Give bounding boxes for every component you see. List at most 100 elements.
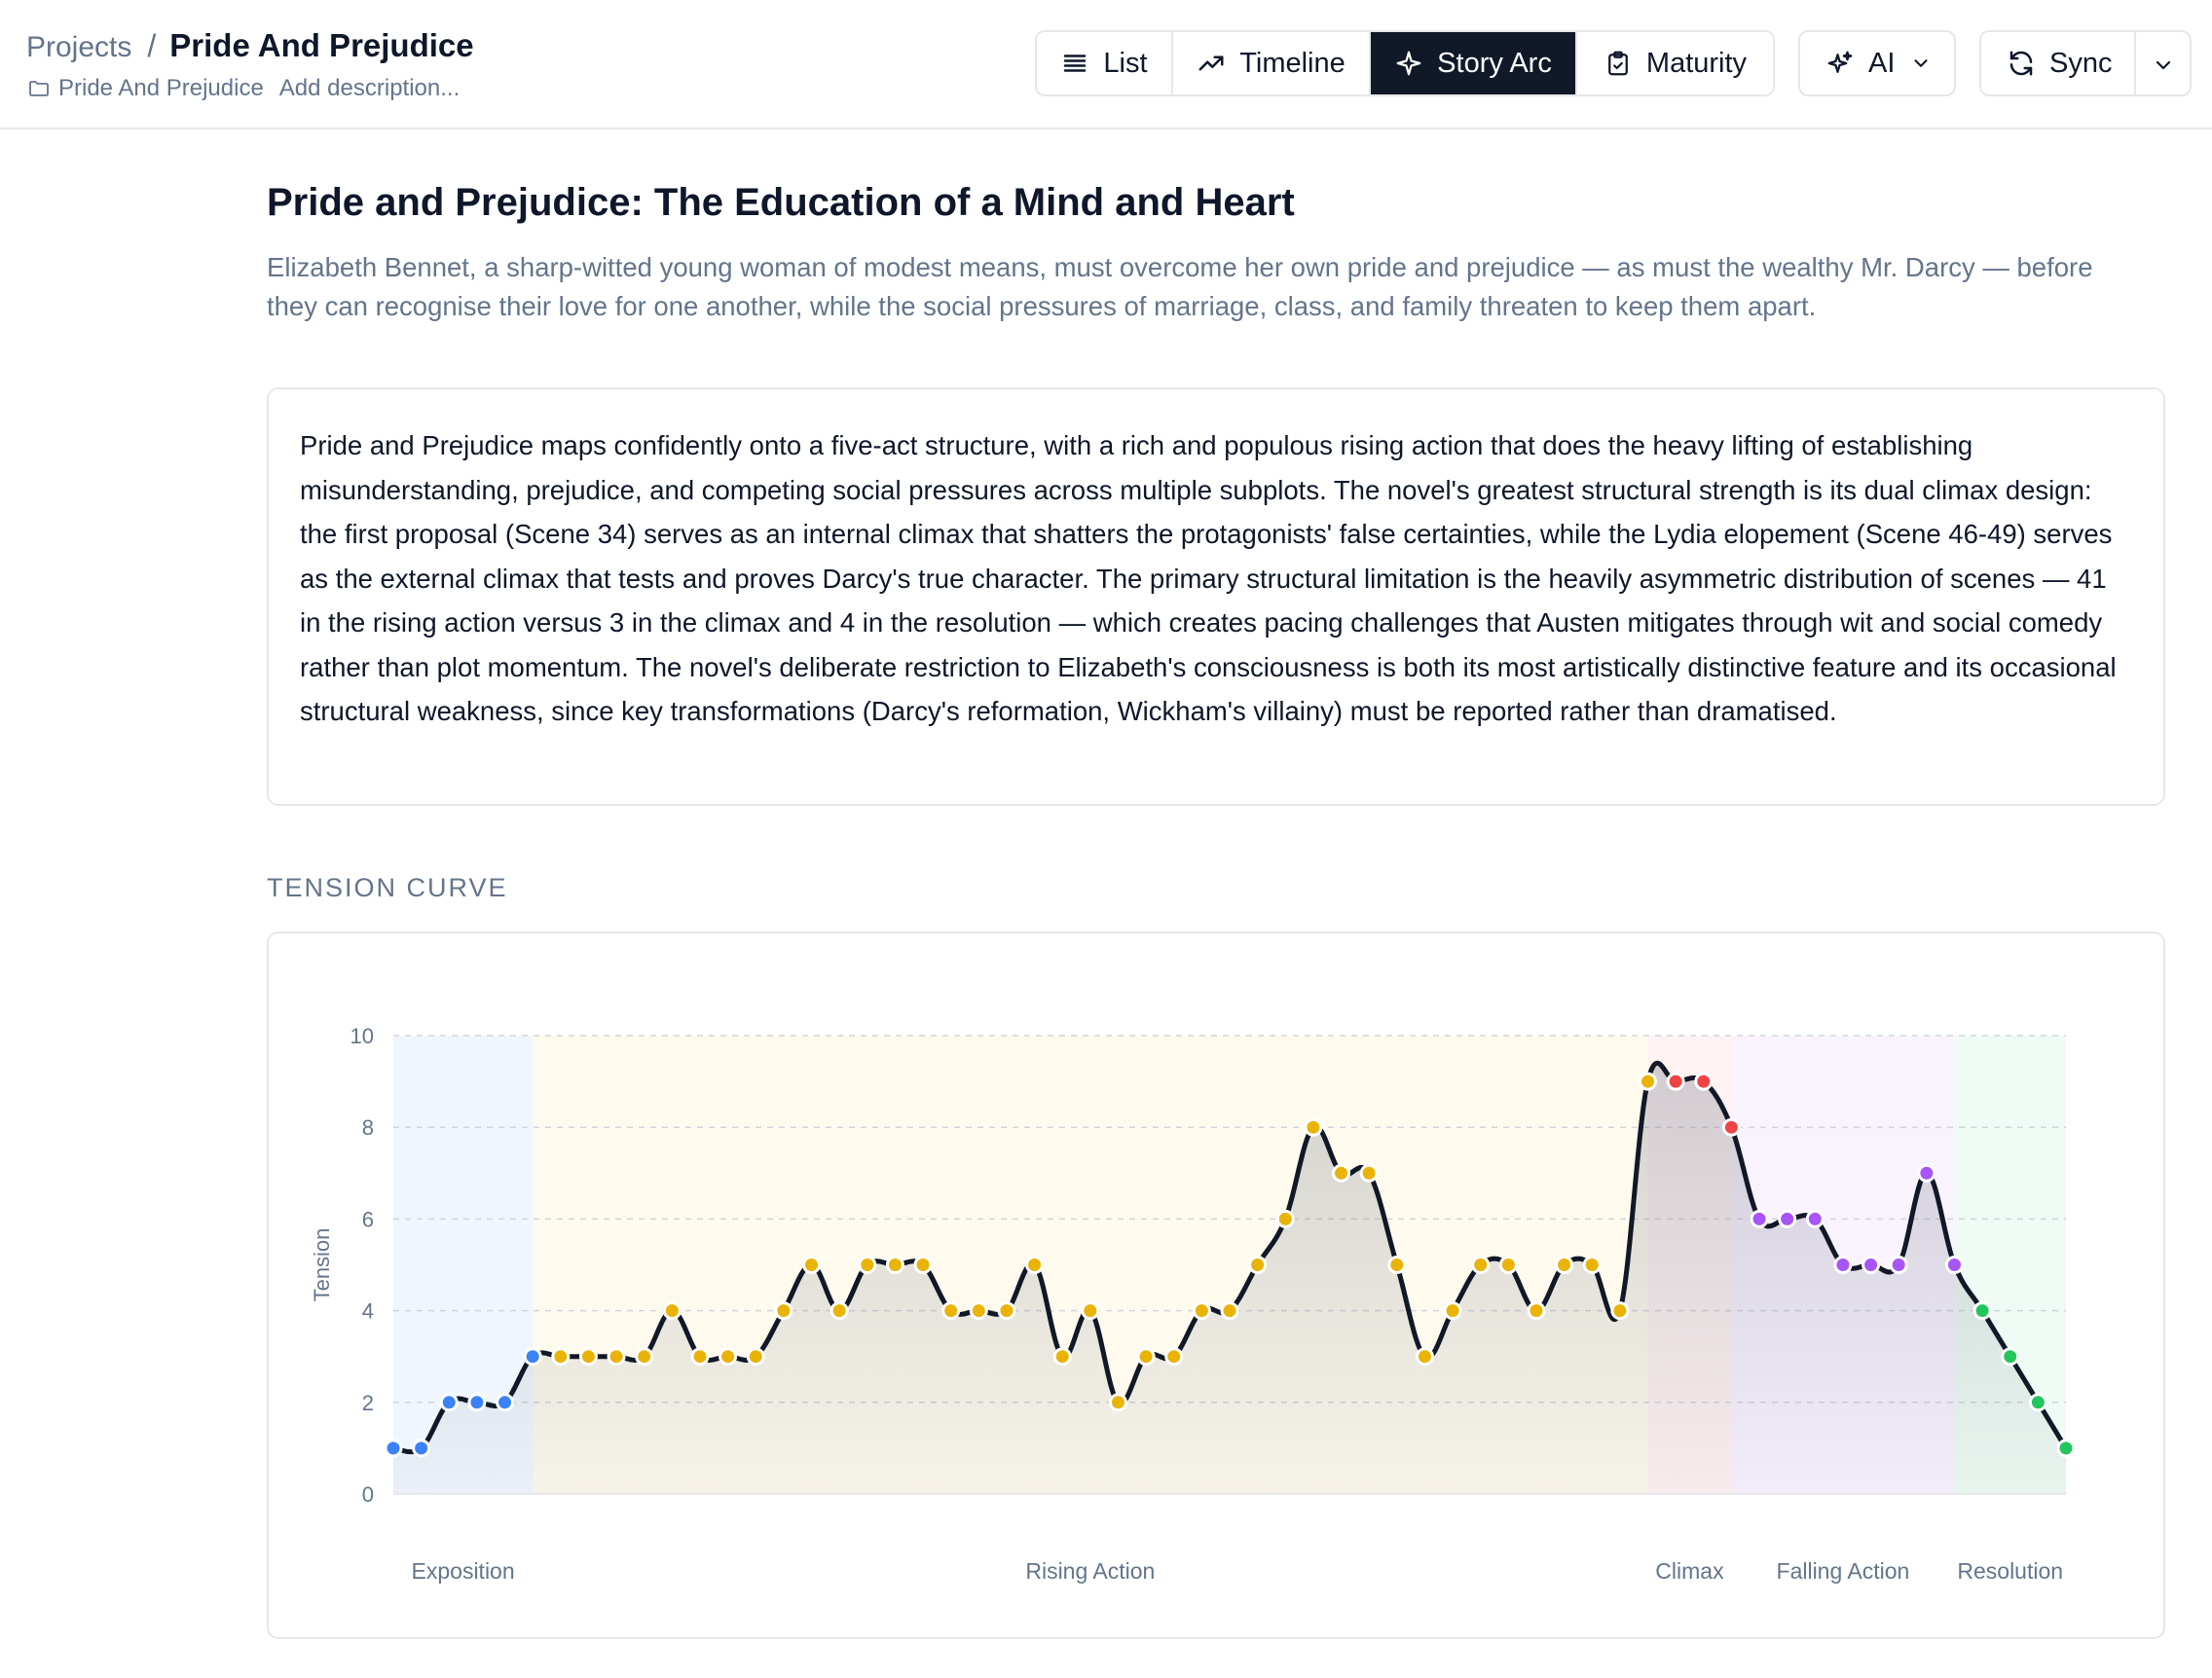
y-tick-label: 6 xyxy=(362,1207,374,1231)
tension-area xyxy=(393,1063,2066,1494)
tab-timeline[interactable]: Timeline xyxy=(1173,32,1371,94)
tension-curve-chart: Exposition Rising Action Climax Falling Act… xyxy=(310,1024,2076,1584)
y-tick-label: 4 xyxy=(362,1299,374,1324)
scene-point xyxy=(607,1347,626,1367)
phase-label: Exposition xyxy=(412,1558,515,1584)
scene-point xyxy=(1555,1256,1574,1274)
ai-menu-button[interactable]: AI xyxy=(1798,30,1956,96)
tab-maturity-label: Maturity xyxy=(1645,47,1748,79)
scene-point xyxy=(1721,1117,1741,1137)
project-title: Pride And Prejudice xyxy=(169,27,474,63)
scene-point xyxy=(1833,1256,1853,1274)
scene-point xyxy=(2056,1439,2076,1458)
scene-point xyxy=(1805,1209,1825,1228)
tension-curve-card: Exposition Rising Action Climax Falling Act… xyxy=(267,931,2165,1639)
scene-point xyxy=(746,1347,765,1367)
y-tick-label: 0 xyxy=(362,1482,374,1507)
scene-point xyxy=(1498,1256,1518,1274)
folder-label[interactable]: Pride And Prejudice xyxy=(58,75,264,101)
tab-story-arc-label: Story Arc xyxy=(1437,47,1552,79)
phase-label: Rising Action xyxy=(1025,1558,1155,1584)
breadcrumb-projects-link[interactable]: Projects xyxy=(26,31,132,63)
tab-list[interactable]: List xyxy=(1037,32,1173,94)
scene-point xyxy=(1527,1301,1546,1321)
clipboard-check-icon xyxy=(1608,51,1628,76)
refresh-icon xyxy=(2009,51,2033,76)
scene-point xyxy=(941,1301,961,1321)
scene-point xyxy=(412,1439,431,1458)
y-axis-title: Tension xyxy=(310,1228,334,1302)
scene-point xyxy=(1220,1301,1239,1321)
scene-point xyxy=(885,1256,904,1274)
scene-point xyxy=(830,1301,849,1321)
phase-label: Resolution xyxy=(1957,1558,2063,1584)
scene-point xyxy=(662,1301,682,1321)
y-tick-label: 2 xyxy=(362,1391,374,1415)
structure-summary-card: Pride and Prejudice maps confidently ont… xyxy=(267,387,2165,806)
scene-point xyxy=(2028,1393,2047,1412)
tab-timeline-label: Timeline xyxy=(1239,47,1346,79)
scene-point xyxy=(1248,1256,1268,1274)
scene-point xyxy=(1666,1072,1685,1091)
scene-point xyxy=(1025,1256,1045,1274)
chevron-down-icon xyxy=(1914,59,1928,67)
tab-maturity[interactable]: Maturity xyxy=(1577,32,1773,94)
ai-button-label: AI xyxy=(1868,47,1896,79)
tab-story-arc[interactable]: Story Arc xyxy=(1371,32,1577,94)
scene-point xyxy=(1972,1301,1992,1321)
scene-point xyxy=(1471,1256,1491,1274)
scene-point xyxy=(1582,1256,1602,1274)
scene-point xyxy=(1415,1347,1434,1367)
scene-point xyxy=(467,1393,487,1412)
scene-point xyxy=(384,1439,403,1458)
scene-point xyxy=(1052,1347,1072,1367)
scene-point xyxy=(1304,1117,1323,1137)
description-field[interactable]: Add description... xyxy=(278,75,461,101)
scene-point xyxy=(1387,1256,1407,1274)
scene-point xyxy=(1862,1256,1881,1274)
scene-point xyxy=(1443,1301,1462,1321)
scene-point xyxy=(439,1393,459,1412)
scene-point xyxy=(1164,1347,1184,1367)
scene-point xyxy=(2001,1347,2020,1367)
scene-point xyxy=(1275,1209,1295,1228)
structure-summary-text: Pride and Prejudice maps confidently ont… xyxy=(300,430,2117,726)
folder-icon xyxy=(29,81,49,96)
scene-point xyxy=(1108,1393,1127,1412)
view-switcher: List Timeline Story Arc Maturity xyxy=(1035,30,1775,96)
y-tick-label: 10 xyxy=(350,1024,374,1048)
trending-up-icon xyxy=(1198,55,1224,71)
scene-point xyxy=(719,1347,738,1367)
scene-point xyxy=(774,1301,793,1321)
sync-button-label: Sync xyxy=(2049,47,2113,79)
scene-point xyxy=(523,1347,542,1367)
y-tick-label: 8 xyxy=(362,1115,374,1140)
scene-point xyxy=(1136,1347,1156,1367)
scene-point xyxy=(802,1256,821,1274)
sync-button[interactable]: Sync xyxy=(1979,30,2192,96)
scene-point xyxy=(913,1256,933,1274)
scene-point xyxy=(858,1256,877,1274)
scene-point xyxy=(997,1301,1016,1321)
sparkles-icon xyxy=(1827,51,1853,73)
scene-point xyxy=(1192,1301,1211,1321)
scene-point xyxy=(1889,1256,1908,1274)
scene-point xyxy=(551,1347,571,1367)
scene-point xyxy=(1332,1163,1351,1183)
scene-point xyxy=(1639,1072,1657,1091)
scene-point xyxy=(1750,1209,1769,1228)
scene-point xyxy=(1081,1301,1100,1321)
scene-point xyxy=(496,1393,515,1412)
tab-list-label: List xyxy=(1103,47,1148,79)
breadcrumb-separator: / xyxy=(147,28,157,63)
story-arc-title: Pride and Prejudice: The Education of a … xyxy=(267,181,1295,224)
scene-point xyxy=(1694,1072,1714,1091)
scene-point xyxy=(1944,1256,1964,1274)
scene-point xyxy=(635,1347,654,1367)
sync-options-chevron-icon[interactable] xyxy=(2152,54,2175,77)
scene-point xyxy=(1359,1163,1379,1183)
top-bar: Projects / Pride And Prejudice Pride And… xyxy=(0,0,2212,129)
scene-point xyxy=(690,1347,710,1367)
story-arc-logline: Elizabeth Bennet, a sharp-witted young w… xyxy=(267,252,2093,321)
scene-point xyxy=(1610,1301,1630,1321)
